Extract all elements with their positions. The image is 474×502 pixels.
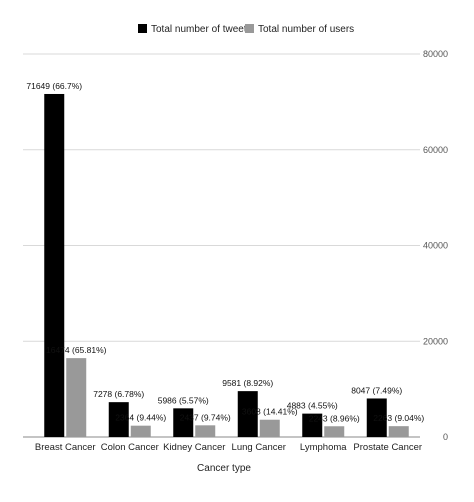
- x-category-label: Breast Cancer: [35, 442, 96, 453]
- bar-tweets: [366, 398, 387, 437]
- x-category-label: Prostate Cancer: [353, 442, 422, 453]
- bar-tweets: [302, 413, 323, 437]
- bar-tweets: [237, 391, 258, 437]
- bar-users: [130, 425, 151, 437]
- y-tick-label: 0: [443, 432, 448, 442]
- x-category-label: Lung Cancer: [232, 442, 286, 453]
- y-tick-label: 80000: [423, 49, 448, 59]
- legend-swatch-users: [245, 24, 254, 33]
- bar-users: [388, 426, 409, 437]
- bar-tweets: [44, 93, 65, 438]
- data-label-tweets: 4883 (4.55%): [287, 401, 338, 411]
- data-label-users: 2364 (9.44%): [115, 413, 166, 423]
- legend-label-users: Total number of users: [258, 24, 354, 35]
- y-tick-label: 40000: [423, 241, 448, 251]
- bar-tweets: [108, 402, 129, 437]
- y-tick-label: 20000: [423, 336, 448, 346]
- data-label-tweets: 7278 (6.78%): [93, 389, 144, 399]
- legend-label-tweets: Total number of tweets: [151, 24, 252, 35]
- bar-tweets: [173, 408, 194, 437]
- data-label-users: 16474 (65.81%): [46, 345, 107, 355]
- x-category-label: Colon Cancer: [101, 442, 159, 453]
- bar-users: [259, 419, 280, 437]
- legend-swatch-tweets: [138, 24, 147, 33]
- data-label-tweets: 5986 (5.57%): [158, 395, 209, 405]
- bar-users: [324, 426, 345, 437]
- legend: Total number of tweets Total number of u…: [138, 24, 354, 35]
- data-label-tweets: 9581 (8.92%): [222, 378, 273, 388]
- grid-layer: 0 20000 40000 60000 80000: [23, 49, 448, 442]
- x-axis-title: Cancer type: [197, 463, 251, 474]
- data-label-users: 2437 (9.74%): [180, 412, 231, 422]
- x-category-label: Lymphoma: [300, 442, 347, 453]
- data-label-tweets: 8047 (7.49%): [351, 385, 402, 395]
- data-label-users: 2243 (8.96%): [309, 413, 360, 423]
- y-tick-label: 60000: [423, 145, 448, 155]
- bar-users: [66, 358, 87, 437]
- label-layer: 71649 (66.7%) 16474 (65.81%) Breast Cancer…: [26, 81, 424, 453]
- data-label-users: 2263 (9.04%): [373, 413, 424, 423]
- data-label-tweets: 71649 (66.7%): [26, 81, 82, 91]
- bar-layer: [44, 93, 409, 438]
- x-category-label: Kidney Cancer: [163, 442, 225, 453]
- bar-users: [195, 425, 216, 437]
- data-label-users: 3608 (14.41%): [242, 407, 298, 417]
